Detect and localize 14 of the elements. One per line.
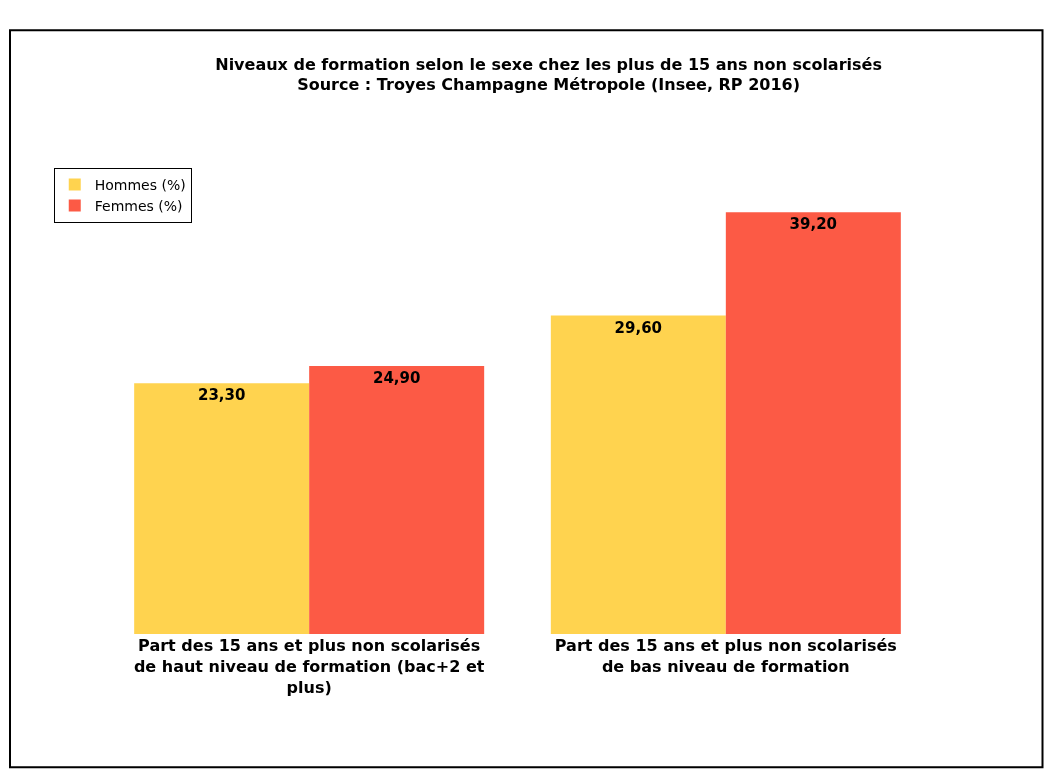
data-label: 29,60 [614,318,663,337]
bar [725,212,901,634]
chart-title: Niveaux de formation selon le sexe chez les plus de 15 ans non scolarisés [215,54,882,74]
chart-subtitle: Source : Troyes Champagne Métropole (Insee, RP 2016) [297,75,801,95]
data-label: 24,90 [372,369,421,388]
x-tick-label: Part des 15 ans et plus non scolarisés de haut niveau de formation (bac+2 et plus) [133,636,485,697]
data-label: 39,20 [789,215,838,234]
data-label: 23,30 [197,386,246,405]
legend-label: Femmes (%) [94,198,183,215]
bar [550,315,726,634]
legend-label: Hommes (%) [94,176,186,193]
bar [309,366,485,634]
x-tick-label: Part des 15 ans et plus non scolarisés de bas niveau de formation [554,636,897,676]
bar [134,383,310,634]
